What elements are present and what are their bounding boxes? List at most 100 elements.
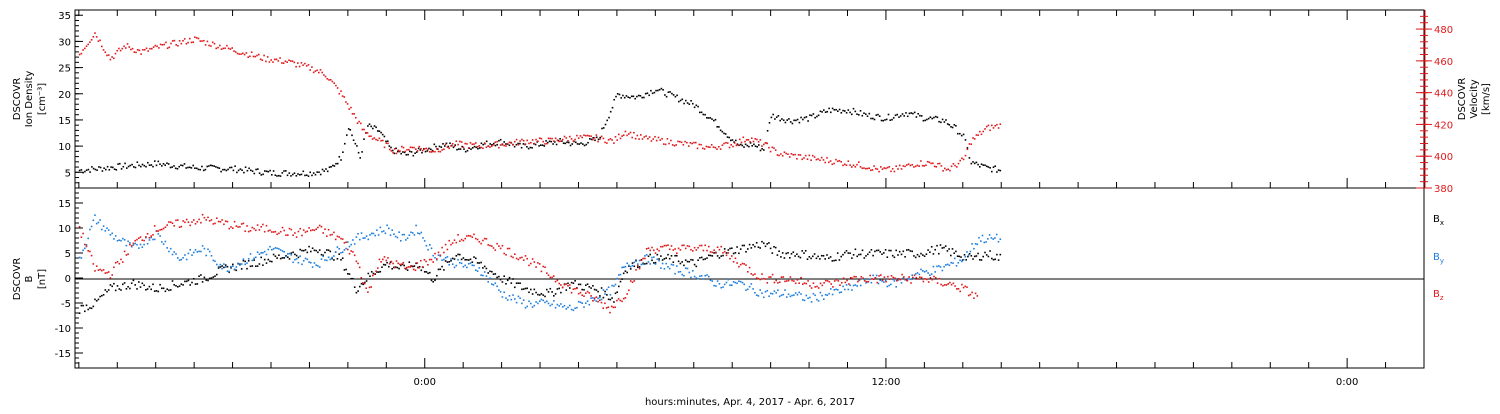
data-point [695,265,698,268]
bottom-left-ylabel-3: [nT] [37,269,48,289]
data-point [622,134,625,136]
data-point [569,135,571,138]
data-point [745,139,748,141]
data-point [789,257,791,259]
data-point [948,264,951,267]
data-point [258,172,261,174]
data-point [428,147,430,150]
data-point [951,248,954,250]
data-point [389,234,392,236]
data-point [831,107,834,110]
data-point [274,247,277,249]
data-point [755,277,758,279]
data-point [253,227,255,230]
data-point [180,164,182,166]
data-point [107,54,110,56]
data-point [136,238,138,241]
data-point [78,256,81,259]
data-point [111,56,113,58]
data-point [517,143,520,146]
data-point [301,234,303,237]
data-point [703,148,706,150]
data-point [320,258,323,260]
data-point [206,165,208,168]
data-point [738,252,740,255]
data-point [645,262,648,265]
data-point [473,143,475,145]
data-point [341,238,344,240]
data-point [940,283,942,286]
data-point [888,249,890,252]
data-point [578,143,581,145]
data-point [570,281,573,284]
data-point [769,247,772,250]
data-point [826,254,828,256]
data-point [697,277,699,280]
data-point [907,277,910,280]
data-point [414,152,416,154]
data-point [796,293,799,296]
data-point [454,144,456,146]
data-point [782,276,785,278]
data-point [95,222,98,225]
data-point [256,54,258,57]
data-point [934,248,936,251]
data-point [621,135,623,137]
data-point [193,219,195,221]
data-point [620,97,622,99]
data-point [992,258,995,261]
data-point [313,262,316,264]
data-point [213,165,215,167]
data-point [617,298,620,300]
data-point [751,137,753,139]
data-point [546,272,548,274]
data-point [852,107,855,110]
data-point [336,258,339,260]
data-point [213,42,216,45]
data-point [441,149,443,151]
data-point [590,295,592,297]
data-point [226,265,229,268]
data-point [561,306,564,308]
data-point [261,59,264,61]
data-point [639,95,642,97]
data-point [409,266,411,268]
data-point [191,221,193,223]
data-point [989,250,991,252]
data-point [734,281,737,284]
data-point [800,293,802,295]
data-point [324,259,326,261]
data-point [116,261,119,263]
data-point [554,293,557,295]
data-point [446,256,449,258]
data-point [106,54,108,57]
data-point [482,147,484,149]
data-point [348,108,350,110]
data-point [446,261,449,263]
data-point [482,143,484,146]
data-point [182,284,184,286]
data-point [173,165,175,167]
data-point [611,106,614,109]
data-point [328,79,330,81]
data-point [240,53,242,55]
data-point [249,55,251,58]
data-point [262,264,264,266]
data-point [148,239,151,241]
data-point [352,139,355,141]
data-point [155,230,158,232]
data-point [239,226,241,228]
data-point [589,138,591,140]
data-point [412,154,415,157]
data-point [828,292,830,295]
data-point [739,143,742,146]
data-point [927,281,930,283]
data-point [676,254,678,257]
data-point [586,283,589,285]
data-point [189,37,191,40]
data-point [396,236,399,239]
data-point [679,270,682,273]
data-point [544,295,546,298]
data-point [959,132,961,135]
